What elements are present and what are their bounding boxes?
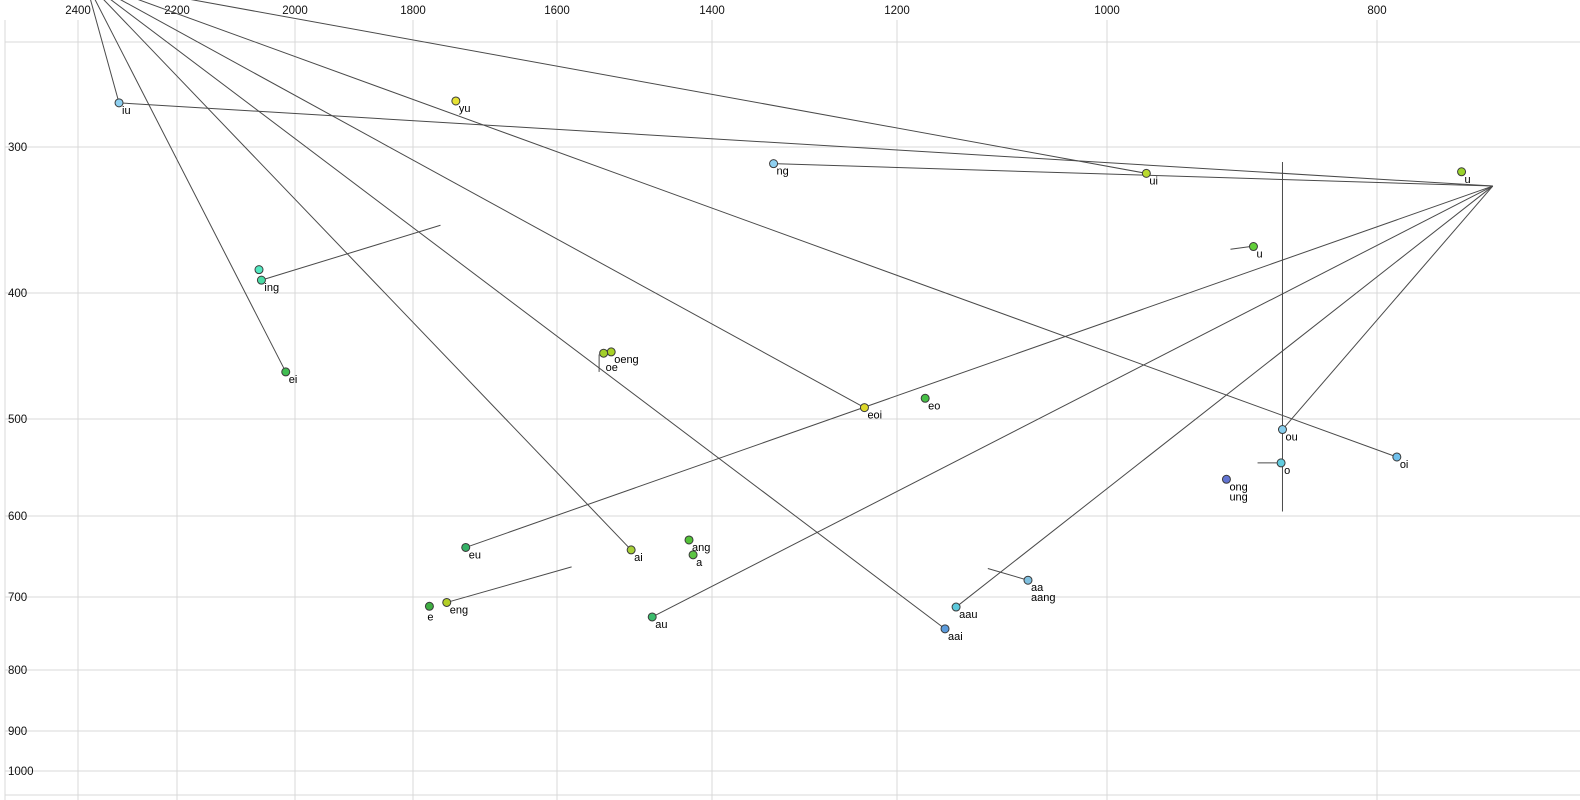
point-label-ung: ung: [1229, 491, 1247, 503]
point-label-eoi: eoi: [867, 410, 882, 422]
trajectory-line: [90, 0, 120, 103]
point-label-u: u: [1256, 249, 1262, 261]
point-label-oi: oi: [1400, 459, 1409, 471]
data-point-iu: [114, 98, 124, 108]
trajectory-line: [955, 185, 1494, 608]
point-label-oe: oe: [606, 362, 618, 374]
point-label-ong: ong: [1229, 481, 1247, 493]
point-label-a: a: [696, 557, 703, 569]
trajectory-line: [110, 0, 946, 630]
trajectory-line: [137, 0, 1397, 458]
trajectory-line: [987, 567, 1029, 581]
trajectory-line: [1282, 185, 1494, 430]
x-tick-label: 800: [1367, 5, 1386, 17]
point-label-o: o: [1284, 465, 1290, 477]
x-tick-label: 1400: [699, 5, 725, 17]
point-label-ou: ou: [1285, 432, 1297, 444]
point-label-ng: ng: [777, 166, 789, 178]
point-label-eng: eng: [450, 604, 468, 616]
trajectory-line: [773, 163, 1493, 187]
data-point-aai: [940, 624, 950, 634]
point-label-oeng: oeng: [614, 354, 638, 366]
point-label-ei: ei: [289, 374, 298, 386]
point-label-u: u: [1465, 174, 1471, 186]
y-tick-label: 800: [8, 665, 27, 677]
trajectory-line: [118, 102, 1493, 187]
data-point-o: [1276, 458, 1286, 468]
data-point-eng: [442, 597, 452, 607]
data-point-aau: [951, 602, 961, 612]
trajectory-line: [1230, 246, 1251, 250]
point-label-ang: ang: [692, 542, 710, 554]
x-tick-label: 2200: [164, 5, 190, 17]
data-point-ou: [1277, 425, 1287, 435]
x-tick-label: 1000: [1094, 5, 1120, 17]
x-tick-label: 1800: [400, 5, 426, 17]
data-point-u: [1457, 167, 1467, 177]
x-tick-label: 2400: [65, 5, 91, 17]
y-tick-label: 900: [8, 726, 27, 738]
trajectory-line: [651, 185, 1494, 618]
data-point-eu: [461, 542, 471, 552]
trajectory-line: [446, 566, 572, 603]
trajectory-line: [261, 224, 441, 281]
x-tick-label: 1600: [544, 5, 570, 17]
point-label-yu: yu: [459, 103, 471, 115]
data-point-au: [647, 612, 657, 622]
data-point-eo: [920, 393, 930, 403]
data-point-oe: [599, 348, 609, 358]
y-tick-label: 600: [8, 511, 27, 523]
trajectory-line: [120, 0, 865, 409]
data-point-aa: [1023, 575, 1033, 585]
data-point-e: [424, 601, 434, 611]
y-tick-label: 300: [8, 142, 27, 154]
y-tick-label: 1000: [8, 766, 34, 778]
trajectory-line: [103, 0, 632, 551]
data-point-ing: [256, 275, 266, 285]
data-point-a: [688, 550, 698, 560]
data-point-ong: [1221, 474, 1231, 484]
point-label-aang: aang: [1031, 592, 1055, 604]
point-label-ui: ui: [1149, 175, 1158, 187]
data-point-unlabeled-6: [254, 265, 264, 275]
point-label-au: au: [655, 619, 667, 631]
trajectory-line: [190, 0, 1147, 174]
data-point-ng: [769, 159, 779, 169]
data-point-ai: [626, 545, 636, 555]
data-point-yu: [451, 96, 461, 106]
data-point-ui: [1141, 168, 1151, 178]
point-label-ing: ing: [264, 282, 279, 294]
data-point-ei: [281, 367, 291, 377]
point-label-eu: eu: [469, 549, 481, 561]
x-tick-label: 1200: [884, 5, 910, 17]
trajectory-line: [94, 0, 287, 373]
point-label-ai: ai: [634, 552, 643, 564]
point-label-iu: iu: [122, 105, 131, 117]
y-tick-label: 400: [8, 288, 27, 300]
point-label-aau: aau: [959, 609, 977, 621]
data-point-eoi: [859, 403, 869, 413]
x-tick-label: 2000: [282, 5, 308, 17]
data-point-u: [1248, 242, 1258, 252]
point-label-e: e: [427, 611, 433, 623]
y-tick-label: 500: [8, 414, 27, 426]
point-label-aai: aai: [948, 631, 963, 643]
data-point-oi: [1392, 452, 1402, 462]
y-tick-label: 700: [8, 592, 27, 604]
data-point-ang: [684, 535, 694, 545]
trajectory-line: [465, 185, 1493, 548]
point-label-aa: aa: [1031, 582, 1044, 594]
point-label-eo: eo: [928, 400, 940, 412]
